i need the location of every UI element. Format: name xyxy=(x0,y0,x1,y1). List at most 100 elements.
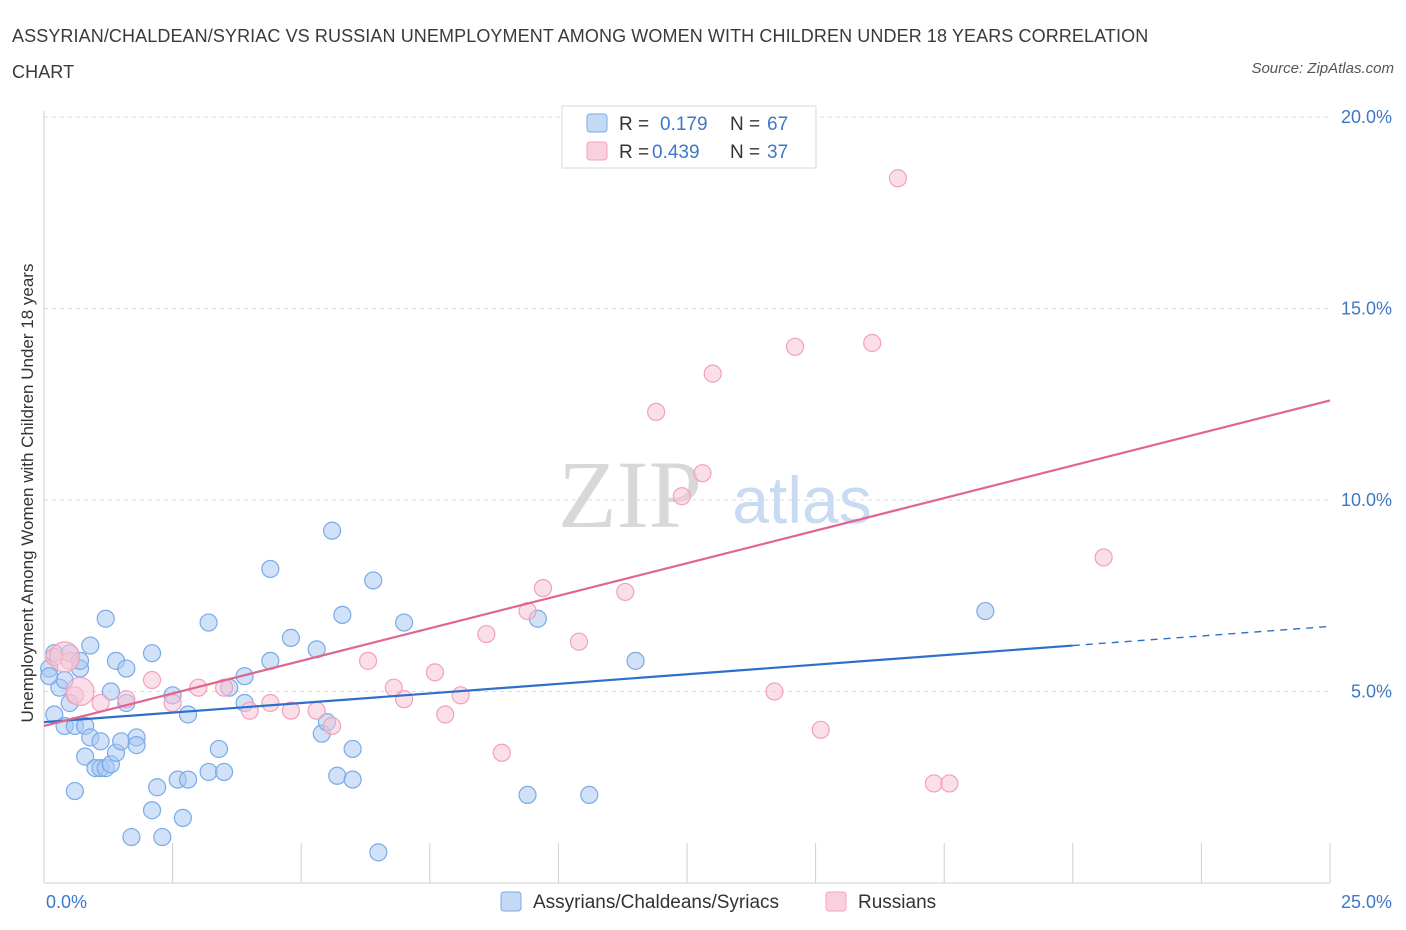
point-assyrian-28 xyxy=(122,827,141,847)
trend-line-assyrian-projection xyxy=(1072,625,1331,647)
legend-r-value-assyrian: 0.179 xyxy=(660,114,708,135)
point-assyrian-48 xyxy=(261,559,280,579)
top-legend: R = 0.179 N = 67 R = 0.439 N = 37 xyxy=(561,105,817,169)
axes xyxy=(43,111,1331,884)
point-russian-35 xyxy=(924,774,944,793)
point-assyrian-34 xyxy=(153,827,172,847)
point-russian-32 xyxy=(811,720,830,739)
tick-labels: 5.0% 10.0% 15.0% 20.0% 0.0% 25.0% xyxy=(46,107,1392,912)
point-russian-31 xyxy=(785,337,805,356)
point-assyrian-37 xyxy=(173,808,192,827)
trend-line-russian xyxy=(43,399,1331,728)
point-russian-17 xyxy=(425,663,445,682)
point-assyrian-22 xyxy=(101,682,120,701)
data-points xyxy=(40,169,1113,862)
point-russian-37 xyxy=(1094,548,1113,567)
point-assyrian-43 xyxy=(214,762,234,782)
point-russian-21 xyxy=(492,743,511,762)
point-assyrian-41 xyxy=(199,613,218,632)
point-russian-24 xyxy=(569,632,589,651)
legend-n-label-1: N = xyxy=(730,114,760,135)
point-assyrian-19 xyxy=(96,609,115,628)
point-russian-10 xyxy=(261,693,280,713)
point-assyrian-59 xyxy=(369,843,388,862)
trend-lines xyxy=(43,399,1331,728)
bottom-legend: Assyrians/Chaldeans/Syriacs Russians xyxy=(500,891,936,913)
point-assyrian-53 xyxy=(322,521,342,540)
chart-title: ASSYRIAN/CHALDEAN/SYRIAC VS RUSSIAN UNEM… xyxy=(12,26,1149,82)
point-assyrian-33 xyxy=(148,778,167,797)
legend-r-value-russian: 0.439 xyxy=(652,142,700,163)
point-assyrian-30 xyxy=(127,736,146,755)
legend-n-value-assyrian: 67 xyxy=(767,114,788,135)
point-assyrian-38 xyxy=(178,705,198,724)
grid-lines xyxy=(44,116,1330,692)
point-assyrian-58 xyxy=(364,571,383,590)
point-assyrian-57 xyxy=(343,739,362,759)
point-russian-18 xyxy=(436,705,455,724)
point-assyrian-27 xyxy=(117,659,136,678)
point-russian-29 xyxy=(703,364,722,383)
bottom-legend-swatch-russian xyxy=(825,891,847,912)
point-russian-27 xyxy=(672,487,691,506)
point-russian-11 xyxy=(281,701,301,720)
point-russian-36 xyxy=(940,774,959,793)
point-russian-34 xyxy=(888,169,908,188)
point-russian-28 xyxy=(693,464,712,483)
point-assyrian-61 xyxy=(518,785,537,805)
legend-r-label-1: R = xyxy=(619,114,649,135)
point-assyrian-39 xyxy=(178,770,198,789)
point-russian-26 xyxy=(647,402,666,422)
point-assyrian-25 xyxy=(112,732,131,751)
point-assyrian-60 xyxy=(394,613,414,632)
point-russian-13 xyxy=(322,716,342,736)
point-assyrian-9 xyxy=(65,781,84,801)
point-russian-33 xyxy=(863,333,882,353)
point-russian-8 xyxy=(214,678,234,697)
bottom-legend-swatch-assyrian xyxy=(500,891,522,912)
point-assyrian-32 xyxy=(142,644,162,663)
point-russian-6 xyxy=(163,693,182,713)
point-assyrian-13 xyxy=(76,747,95,766)
point-assyrian-64 xyxy=(626,651,645,670)
point-assyrian-40 xyxy=(199,762,218,782)
point-russian-5 xyxy=(142,670,162,690)
legend-r-label-2: R = xyxy=(619,142,649,163)
point-assyrian-56 xyxy=(343,770,362,789)
point-russian-large-0 xyxy=(48,641,81,673)
point-assyrian-54 xyxy=(328,766,347,785)
point-assyrian-49 xyxy=(281,628,301,647)
point-russian-25 xyxy=(616,582,635,602)
y-axis-title: Unemployment Among Women with Children U… xyxy=(18,264,37,723)
point-assyrian-42 xyxy=(209,739,228,759)
point-russian-12 xyxy=(307,701,326,720)
point-assyrian-17 xyxy=(91,732,110,751)
watermark: ZIP atlas xyxy=(558,441,872,548)
point-assyrian-15 xyxy=(81,636,100,655)
point-assyrian-63 xyxy=(580,785,599,805)
legend-n-label-2: N = xyxy=(730,142,760,163)
watermark-atlas: atlas xyxy=(732,463,871,537)
legend-swatch-russian xyxy=(586,141,608,161)
point-russian-14 xyxy=(358,651,378,670)
point-russian-19 xyxy=(451,686,470,705)
trend-line-assyrian xyxy=(43,644,1073,724)
point-russian-23 xyxy=(533,578,553,598)
x-tick-label-0: 0.0% xyxy=(46,892,87,912)
point-assyrian-55 xyxy=(333,605,352,625)
point-russian-16 xyxy=(394,690,414,709)
legend-swatch-assyrian xyxy=(586,113,608,133)
x-tick-label-1: 25.0% xyxy=(1341,892,1392,912)
source-label: Source: ZipAtlas.com xyxy=(1251,60,1394,77)
bottom-legend-label-assyrian: Assyrians/Chaldeans/Syriacs xyxy=(533,892,779,913)
point-assyrian-65 xyxy=(976,601,995,621)
point-russian-30 xyxy=(765,682,784,701)
point-russian-20 xyxy=(477,624,496,644)
legend-n-value-russian: 37 xyxy=(767,142,788,163)
point-assyrian-31 xyxy=(142,801,162,820)
y-tick-label-0: 5.0% xyxy=(1351,682,1392,702)
point-assyrian-66 xyxy=(40,667,59,686)
point-russian-9 xyxy=(240,701,259,720)
point-russian-3 xyxy=(91,693,110,713)
